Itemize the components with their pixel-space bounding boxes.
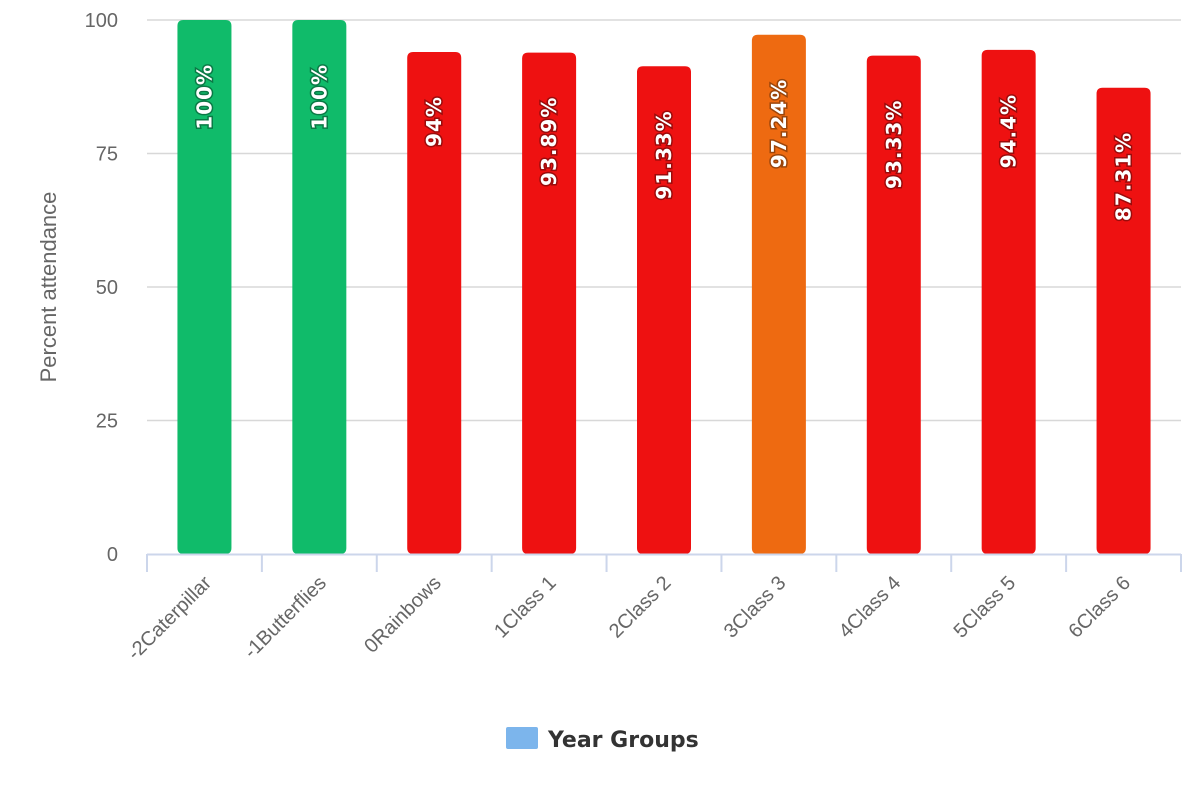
data-label: 93.33% bbox=[882, 100, 906, 189]
bar[interactable] bbox=[1096, 87, 1151, 555]
legend-swatch[interactable] bbox=[506, 727, 538, 749]
bar[interactable] bbox=[522, 52, 577, 554]
data-label: 94% bbox=[422, 96, 446, 147]
bar[interactable] bbox=[981, 49, 1036, 555]
x-tick-label: 5Class 5 bbox=[950, 572, 1021, 643]
data-label: 93.89% bbox=[537, 97, 561, 186]
y-tick-label: 25 bbox=[96, 411, 118, 433]
bar[interactable] bbox=[407, 52, 462, 554]
y-axis-title: Percent attendance bbox=[36, 192, 61, 383]
data-label: 87.31% bbox=[1112, 132, 1136, 221]
y-axis: 0 25 50 75 100 bbox=[85, 10, 118, 566]
bar[interactable] bbox=[637, 66, 691, 555]
data-label: 97.24% bbox=[767, 79, 791, 168]
x-tick-label: 3Class 3 bbox=[720, 572, 791, 643]
x-tick-label: 1Class 1 bbox=[490, 572, 561, 643]
x-tick-label: 4Class 4 bbox=[835, 572, 906, 643]
bar[interactable] bbox=[177, 20, 232, 554]
data-label: 100% bbox=[307, 64, 331, 130]
x-tick-label: 6Class 6 bbox=[1065, 572, 1136, 643]
y-tick-label: 0 bbox=[107, 544, 118, 566]
x-axis: -2Caterpillar -1Butterflies 0Rainbows 1Clas… bbox=[123, 553, 1182, 665]
legend-label[interactable]: Year Groups bbox=[547, 728, 699, 753]
y-tick-label: 50 bbox=[96, 277, 118, 299]
x-tick-label: 2Class 2 bbox=[605, 572, 676, 643]
x-tick-label: 0Rainbows bbox=[360, 572, 446, 658]
data-label: 94.4% bbox=[997, 94, 1021, 168]
data-label: 91.33% bbox=[652, 110, 676, 199]
legend[interactable]: Year Groups bbox=[506, 727, 699, 753]
y-tick-label: 100 bbox=[85, 10, 118, 32]
y-tick-label: 75 bbox=[96, 144, 118, 166]
data-label: 100% bbox=[192, 64, 216, 130]
bars bbox=[177, 20, 1151, 555]
data-labels: 100% 100% 94% 93.89% 91.33% 97.24% 93.33% 94.4%… bbox=[191, 63, 1137, 223]
x-tick-label: -2Caterpillar bbox=[123, 572, 216, 665]
x-tick-label: -1Butterflies bbox=[240, 572, 331, 663]
bar[interactable] bbox=[751, 34, 806, 554]
bar[interactable] bbox=[292, 20, 347, 554]
bar[interactable] bbox=[866, 55, 921, 555]
